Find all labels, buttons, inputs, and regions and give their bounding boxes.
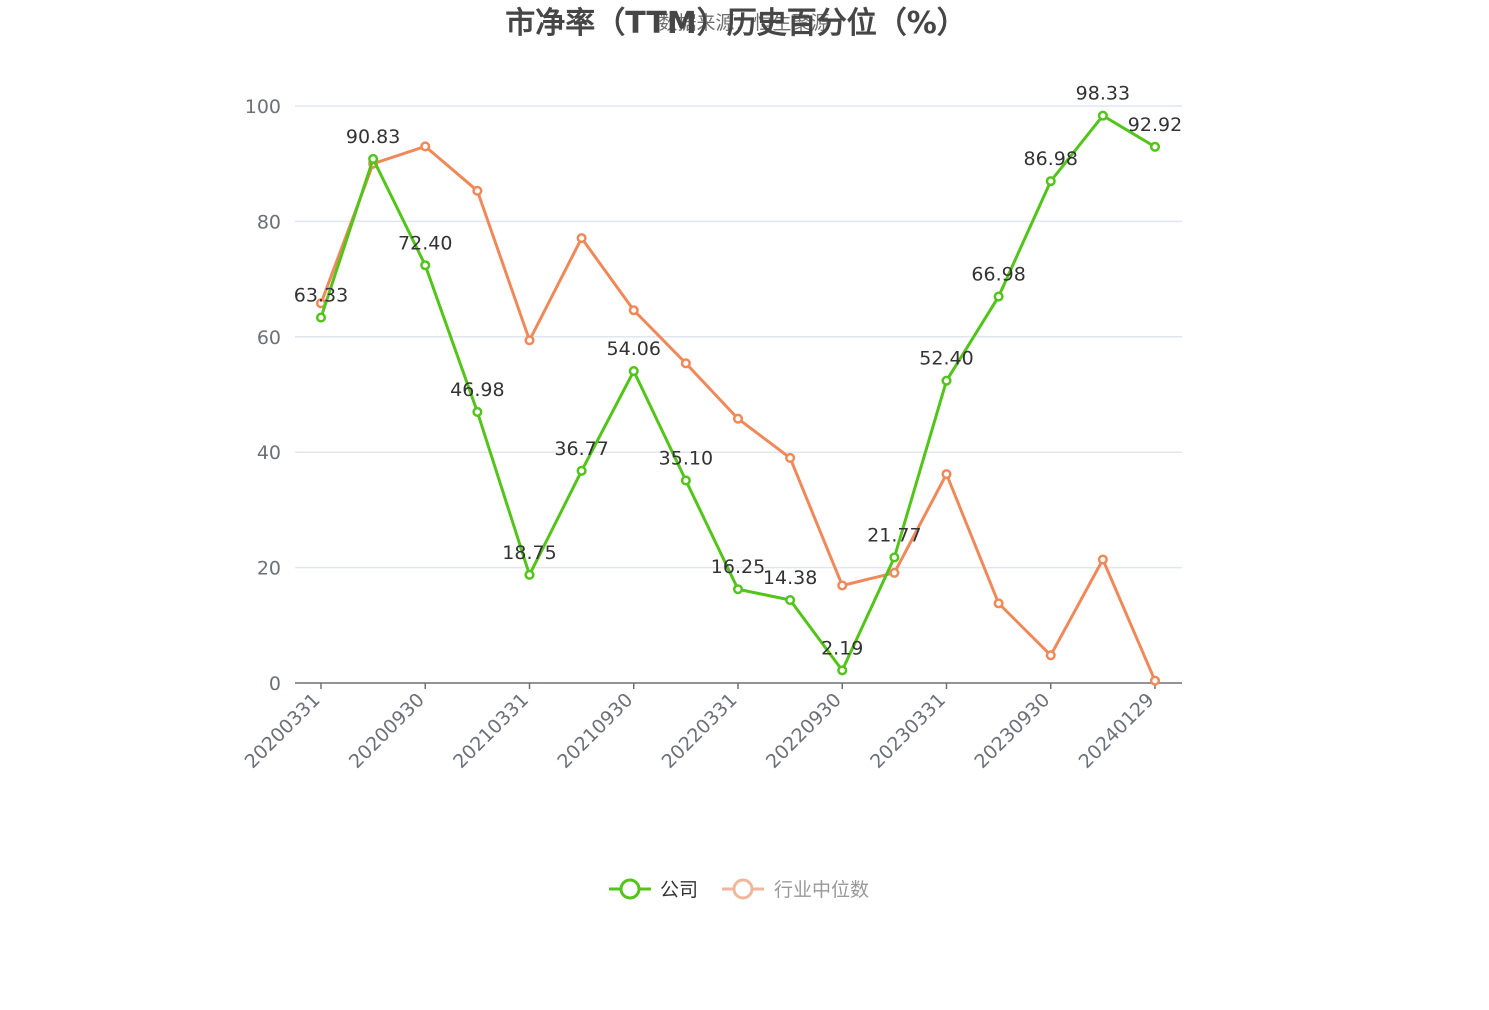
series-0-point-8 [732, 584, 744, 595]
legend-company-label: 公司 [660, 879, 698, 901]
data-label-8: 16.25 [711, 556, 765, 578]
series-1-point-10 [837, 580, 848, 591]
data-label-6: 54.06 [607, 338, 661, 360]
legend-company-marker-icon [619, 878, 641, 900]
series-0-point-5 [576, 465, 587, 476]
x-tick-label-16: 20240129 [1075, 689, 1159, 773]
legend-industry-marker-icon [732, 878, 754, 900]
y-tick-label-20: 20 [257, 558, 281, 580]
series-0-point-13 [993, 291, 1004, 302]
data-label-1: 90.83 [346, 126, 400, 148]
data-label-13: 66.98 [971, 264, 1025, 286]
series-1-point-6 [628, 305, 639, 316]
grid-layer [295, 105, 1182, 569]
x-tick-label-6: 20210930 [553, 689, 637, 773]
x-tick-label-8: 20220331 [658, 689, 742, 773]
axis-layer: 0 20 40 60 80 100 20200331 20200930 20210331 2021… [241, 96, 1182, 773]
y-tick-label-40: 40 [257, 442, 281, 464]
series-1-point-8 [732, 413, 744, 424]
data-label-12: 52.40 [919, 348, 973, 370]
data-label-5: 36.77 [554, 438, 608, 460]
series-1-point-9 [785, 452, 796, 464]
data-label-11: 21.77 [867, 524, 921, 546]
series-1-point-7 [680, 358, 691, 369]
series-1-point-15 [1097, 554, 1108, 565]
x-tick-label-2: 20200930 [345, 689, 429, 773]
series-0-point-14 [1045, 176, 1056, 187]
data-label-layer: 63.33 90.83 72.40 46.98 18.75 36.77 54.06 35.10… [294, 83, 1182, 660]
legend-item-industry-median[interactable]: 行业中位数 [722, 878, 869, 901]
series-0-point-2 [420, 260, 431, 271]
series-1-point-16 [1149, 675, 1161, 686]
chart-title: 市净率（TTM）历史百分位（%） [505, 6, 967, 41]
y-tick-label-0: 0 [269, 673, 281, 695]
series-layer [315, 110, 1161, 686]
series-1-point-2 [420, 141, 431, 152]
series-1-point-4 [524, 335, 535, 346]
series-0-point-1 [368, 153, 379, 164]
series-1-point-3 [472, 185, 483, 196]
series-0-point-12 [941, 375, 952, 386]
series-0-point-10 [837, 665, 848, 676]
data-label-9: 14.38 [763, 567, 817, 589]
series-0-point-6 [628, 366, 639, 377]
data-label-10: 2.19 [821, 637, 863, 659]
legend-industry-label: 行业中位数 [774, 879, 869, 901]
title-layer: 数据来源：恒生聚源 市净率（TTM）历史百分位（%） [505, 6, 967, 41]
data-label-16: 92.92 [1128, 114, 1182, 136]
series-0-point-3 [472, 406, 483, 417]
data-label-3: 46.98 [450, 379, 504, 401]
series-1-point-5 [576, 233, 587, 244]
series-1-point-14 [1045, 650, 1056, 661]
series-0-point-9 [785, 594, 796, 606]
series-0-point-7 [680, 475, 691, 486]
x-tick-label-14: 20230930 [970, 689, 1054, 773]
y-tick-label-80: 80 [257, 211, 281, 233]
chart-subtitle: 数据来源：恒生聚源 [658, 12, 829, 34]
series-1-point-11 [889, 567, 900, 578]
series-1-point-12 [941, 469, 952, 480]
data-label-14: 86.98 [1024, 148, 1078, 170]
series-0-point-16 [1149, 141, 1161, 152]
data-label-4: 18.75 [502, 542, 556, 564]
x-tick-label-0: 20200331 [241, 689, 325, 773]
series-0-point-4 [524, 569, 535, 580]
x-tick-label-10: 20220930 [762, 689, 846, 773]
x-tick-label-4: 20210331 [449, 689, 533, 773]
data-label-0: 63.33 [294, 285, 348, 307]
data-label-7: 35.10 [659, 447, 713, 469]
data-label-2: 72.40 [398, 232, 452, 254]
y-tick-label-100: 100 [245, 96, 281, 118]
series-1-point-13 [993, 598, 1004, 609]
y-tick-label-60: 60 [257, 327, 281, 349]
data-label-15: 98.33 [1076, 83, 1130, 105]
series-0-point-11 [889, 552, 900, 563]
legend: 公司 行业中位数 [609, 878, 869, 901]
legend-item-company[interactable]: 公司 [609, 878, 698, 901]
series-0-point-15 [1097, 110, 1108, 121]
x-tick-label-12: 20230331 [866, 689, 950, 773]
series-0-point-0 [315, 312, 327, 323]
